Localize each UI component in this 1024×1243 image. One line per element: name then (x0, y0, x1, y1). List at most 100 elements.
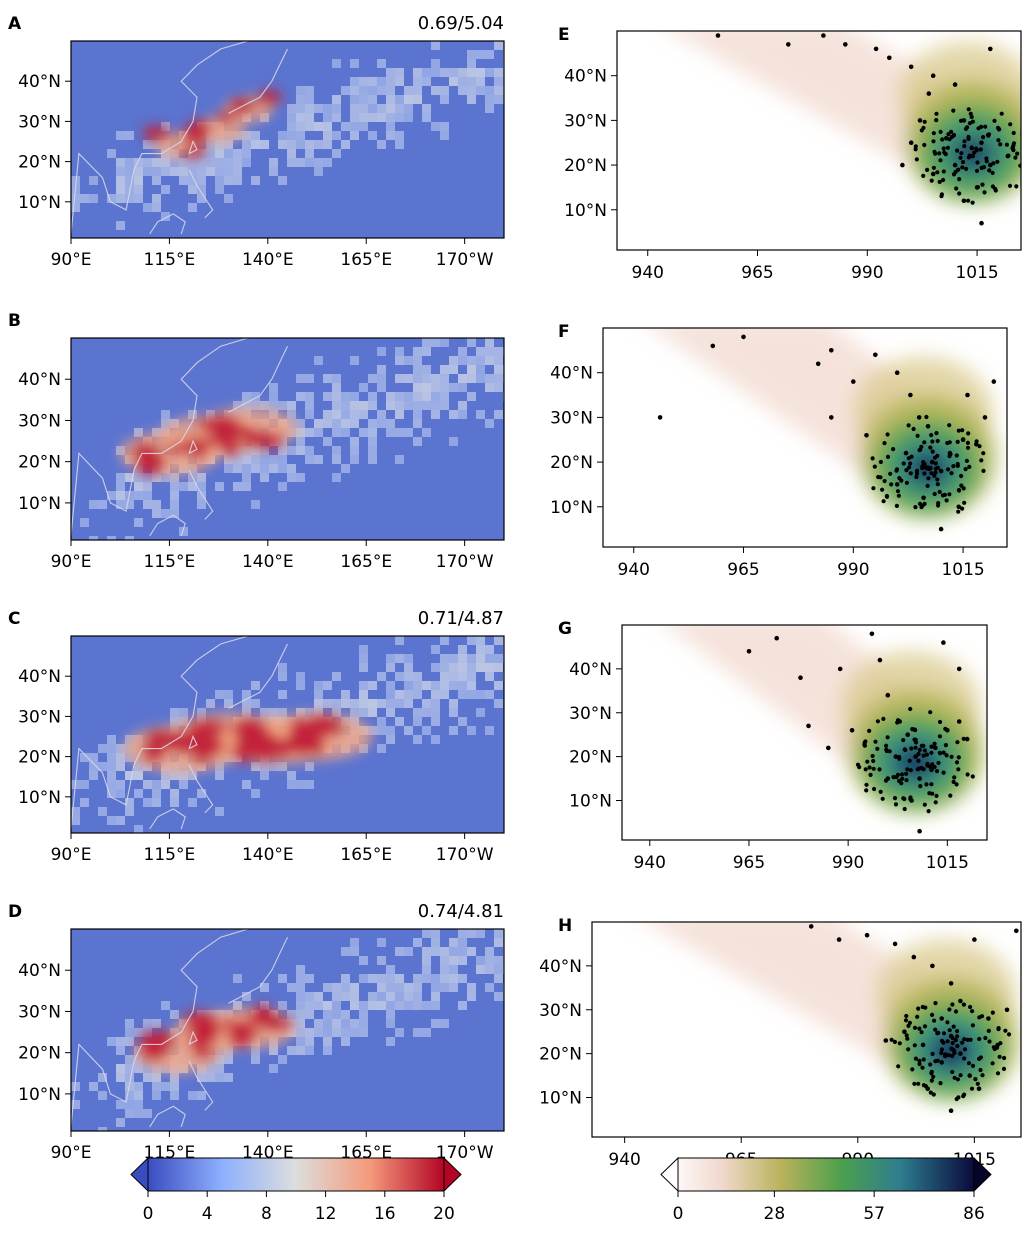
density-point (888, 471, 893, 476)
density-point (990, 170, 995, 175)
colorbar-left-bar (147, 1157, 445, 1192)
map-speckle (350, 947, 359, 956)
map-speckle (125, 473, 134, 482)
map-speckle (143, 203, 152, 212)
map-hotspot-core (215, 111, 237, 124)
map-speckle (413, 974, 422, 983)
map-speckle (296, 437, 305, 446)
density-point (925, 167, 930, 172)
map-speckle (134, 1028, 143, 1037)
map-speckle (332, 446, 341, 455)
map-speckle (125, 194, 134, 203)
map-speckle (107, 149, 116, 158)
density-point (1010, 145, 1015, 150)
map-speckle (332, 983, 341, 992)
map-speckle (440, 690, 449, 699)
y-tick-label: 20°N (550, 453, 593, 473)
map-speckle (170, 482, 179, 491)
map-speckle (431, 699, 440, 708)
map-speckle (494, 410, 503, 419)
land-outline (71, 929, 249, 1127)
map-speckle (116, 491, 125, 500)
land-outline (149, 1105, 186, 1128)
map-speckle (485, 672, 494, 681)
map-speckle (206, 149, 215, 158)
map-speckle (161, 771, 170, 780)
map-speckle (215, 1055, 224, 1064)
map-hotspot-core (242, 724, 259, 738)
density-point (930, 1051, 935, 1056)
map-speckle (125, 158, 134, 167)
density-point (896, 718, 901, 723)
density-point (962, 139, 967, 144)
density-point (976, 126, 981, 131)
map-speckle (341, 428, 350, 437)
map-speckle (242, 690, 251, 699)
map-hotspot-core (324, 721, 344, 736)
map-speckle (350, 1019, 359, 1028)
map-speckle (323, 374, 332, 383)
map-speckle (71, 1082, 80, 1091)
map-speckle (188, 203, 197, 212)
density-point (930, 449, 935, 454)
map-speckle (368, 726, 377, 735)
density-point (957, 191, 962, 196)
map-speckle (395, 140, 404, 149)
map-speckle (332, 383, 341, 392)
density-point (935, 1058, 940, 1063)
density-point (965, 392, 970, 398)
map-speckle (476, 690, 485, 699)
density-point (913, 505, 918, 510)
map-speckle (287, 104, 296, 113)
map-speckle (377, 410, 386, 419)
map-speckle (395, 690, 404, 699)
density-point (938, 1081, 943, 1086)
density-point (899, 772, 905, 777)
density-point (934, 769, 940, 774)
colorbar-left-max-arrow (443, 1156, 462, 1193)
map-speckle (314, 158, 323, 167)
density-point (935, 438, 940, 444)
map-speckle (476, 347, 485, 356)
map-speckle (431, 929, 440, 938)
density-point (913, 1056, 919, 1061)
density-point (956, 504, 961, 510)
density-point (914, 157, 919, 162)
map-speckle (152, 509, 161, 518)
map-speckle (485, 965, 494, 974)
density-point (986, 133, 991, 138)
map-speckle (296, 374, 305, 383)
density-point (952, 162, 958, 168)
map-speckle (467, 86, 476, 95)
map-speckle (431, 992, 440, 1001)
map-speckle (359, 681, 368, 690)
map-speckle (206, 167, 215, 176)
map-speckle (152, 1073, 161, 1082)
map-speckle (143, 482, 152, 491)
map-speckle (296, 140, 305, 149)
density-point (950, 1069, 955, 1075)
map-speckle (386, 654, 395, 663)
map-speckle (269, 392, 278, 401)
map-speckle (89, 1082, 98, 1091)
map-speckle (350, 983, 359, 992)
map-hotspot-core (256, 89, 282, 106)
x-tick-label: 140°E (242, 552, 294, 572)
map-speckle (296, 708, 305, 717)
map-speckle (143, 1019, 152, 1028)
map-speckle (260, 762, 269, 771)
map-speckle (296, 104, 305, 113)
density-point (935, 482, 940, 487)
map-speckle (296, 681, 305, 690)
map-speckle (467, 726, 476, 735)
map-speckle (215, 771, 224, 780)
map-speckle (485, 347, 494, 356)
map-speckle (350, 77, 359, 86)
density-point (864, 932, 870, 938)
map-speckle (314, 140, 323, 149)
map-speckle (458, 654, 467, 663)
colorbar-right-bar (677, 1157, 975, 1192)
map-speckle (242, 158, 251, 167)
density-point (921, 743, 926, 749)
map-speckle (161, 1082, 170, 1091)
